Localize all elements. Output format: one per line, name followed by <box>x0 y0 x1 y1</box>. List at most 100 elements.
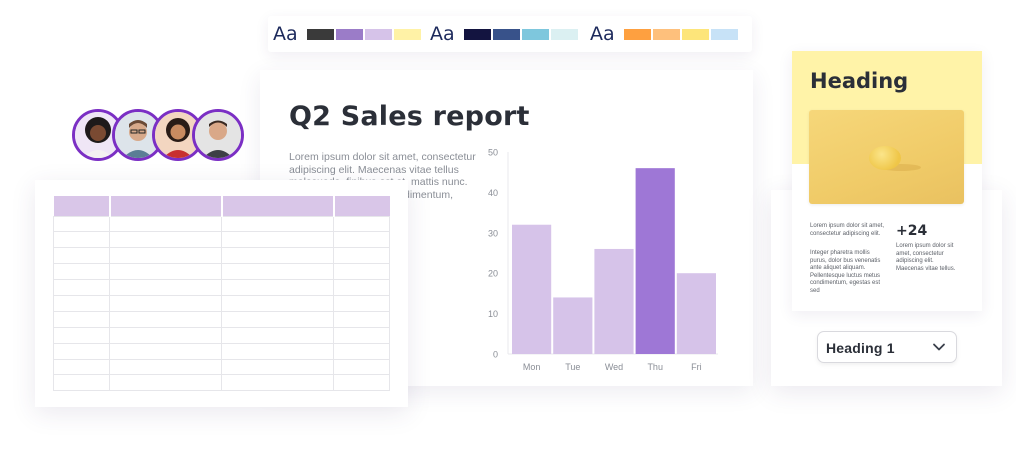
palette-font-sample: Aa <box>430 23 455 45</box>
table-cell[interactable] <box>53 326 110 344</box>
palette-swatch <box>682 28 709 40</box>
palette-option-2[interactable]: Aa <box>430 16 580 52</box>
table-cell[interactable] <box>53 310 110 328</box>
table-cell[interactable] <box>333 263 390 281</box>
x-tick-label: Mon <box>523 362 541 372</box>
table-cell[interactable] <box>333 342 390 360</box>
table-cell[interactable] <box>333 231 390 249</box>
table-header-cell[interactable] <box>53 196 111 216</box>
bar-thu <box>635 168 675 354</box>
table-cell[interactable] <box>221 358 334 376</box>
table-cell[interactable] <box>333 326 390 344</box>
bar-tue <box>553 297 593 354</box>
y-tick-label: 0 <box>493 350 498 360</box>
table-cell[interactable] <box>221 294 334 312</box>
table-cell[interactable] <box>109 342 222 360</box>
table-cell[interactable] <box>53 215 110 233</box>
table-cell[interactable] <box>333 294 390 312</box>
palette-swatch <box>493 28 520 40</box>
table-cell[interactable] <box>109 247 222 265</box>
chevron-down-icon <box>933 343 945 351</box>
template-card[interactable]: Heading Lorem ipsum dolor sit amet, cons… <box>792 51 982 311</box>
dropdown-selected-value: Heading 1 <box>826 340 895 356</box>
table-cell[interactable] <box>333 310 390 328</box>
table-cell[interactable] <box>221 263 334 281</box>
table-cell[interactable] <box>221 310 334 328</box>
table-row <box>53 231 390 249</box>
table-cell[interactable] <box>109 279 222 296</box>
table-cell[interactable] <box>221 231 334 249</box>
x-tick-label: Tue <box>565 362 580 372</box>
avatar[interactable] <box>192 109 244 161</box>
lemon-shadow <box>881 164 921 171</box>
x-tick-label: Fri <box>691 362 702 372</box>
sales-bar-chart: 0 10 20 30 40 50 Mon Tue Wed Thu Fri <box>488 148 718 372</box>
table-cell[interactable] <box>109 310 222 328</box>
table-cell[interactable] <box>109 231 222 249</box>
table-cell[interactable] <box>333 358 390 376</box>
template-text-left-1: Lorem ipsum dolor sit amet, consectetur … <box>810 223 885 237</box>
x-tick-label: Thu <box>647 362 663 372</box>
y-tick-label: 10 <box>488 309 498 319</box>
template-text-right: Lorem ipsum dolor sit amet, consectetur … <box>896 243 956 272</box>
palette-swatch <box>711 28 738 40</box>
table-cell[interactable] <box>53 263 110 281</box>
table-cell[interactable] <box>53 231 110 249</box>
palette-font-sample: Aa <box>273 23 298 45</box>
table-cell[interactable] <box>109 263 222 281</box>
table-cell[interactable] <box>221 374 334 392</box>
table-cell[interactable] <box>109 358 222 376</box>
palette-swatch <box>336 28 363 40</box>
table-row <box>53 263 390 281</box>
table-cell[interactable] <box>221 215 334 233</box>
table-cell[interactable] <box>53 294 110 312</box>
table-cell[interactable] <box>221 247 334 265</box>
lemon-photo <box>809 110 964 204</box>
table-cell[interactable] <box>333 215 390 233</box>
table-cell[interactable] <box>109 294 222 312</box>
table-row <box>53 279 390 296</box>
y-tick-label: 30 <box>488 228 498 238</box>
palette-swatch <box>551 28 578 40</box>
table-row <box>53 342 390 360</box>
palette-option-3[interactable]: Aa <box>590 16 740 52</box>
table-row <box>53 374 390 392</box>
y-tick-label: 20 <box>488 269 498 279</box>
table-card[interactable] <box>35 180 408 407</box>
table-cell[interactable] <box>53 358 110 376</box>
palette-swatch <box>394 28 421 40</box>
avatar[interactable] <box>152 109 204 161</box>
palette-option-1[interactable]: Aa <box>273 16 423 52</box>
table-cell[interactable] <box>109 215 222 233</box>
table-cell[interactable] <box>221 342 334 360</box>
heading-style-dropdown[interactable]: Heading 1 <box>817 331 957 363</box>
avatar[interactable] <box>72 109 124 161</box>
palette-swatch <box>307 28 334 40</box>
palette-swatch <box>653 28 680 40</box>
table-header-cell[interactable] <box>109 196 223 216</box>
report-title: Q2 Sales report <box>289 101 530 132</box>
table-row <box>53 326 390 344</box>
table-header-cell[interactable] <box>221 196 335 216</box>
data-table <box>53 196 390 392</box>
table-cell[interactable] <box>333 247 390 265</box>
table-cell[interactable] <box>53 247 110 265</box>
table-cell[interactable] <box>221 326 334 344</box>
table-row <box>53 294 390 312</box>
palette-font-sample: Aa <box>590 23 615 45</box>
template-heading: Heading <box>810 69 909 93</box>
y-tick-label: 40 <box>488 188 498 198</box>
table-cell[interactable] <box>109 374 222 392</box>
table-cell[interactable] <box>53 374 110 392</box>
table-cell[interactable] <box>53 279 110 296</box>
table-header-row <box>53 196 390 216</box>
palette-swatch <box>365 28 392 40</box>
table-cell[interactable] <box>333 374 390 392</box>
lemon-icon <box>869 146 901 170</box>
table-cell[interactable] <box>109 326 222 344</box>
theme-palettes: Aa Aa Aa <box>268 16 752 52</box>
table-cell[interactable] <box>221 279 334 296</box>
table-header-cell[interactable] <box>333 196 390 216</box>
table-cell[interactable] <box>333 279 390 296</box>
table-cell[interactable] <box>53 342 110 360</box>
